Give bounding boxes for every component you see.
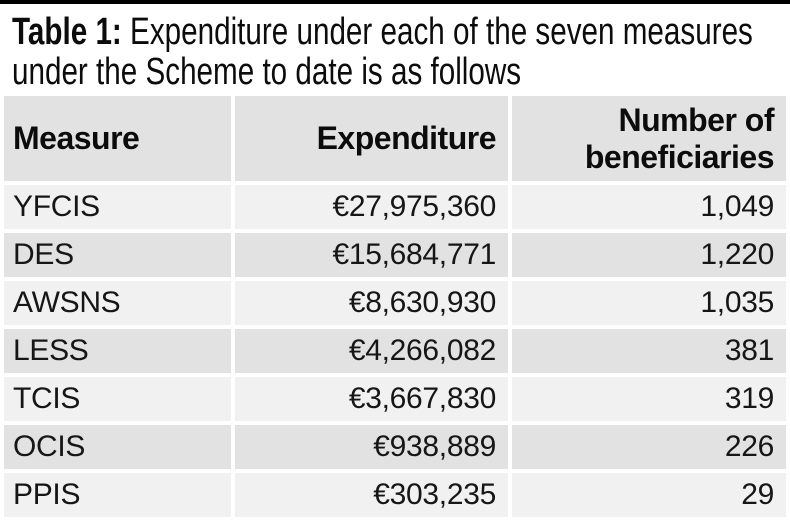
table-caption-prefix: Table 1: — [12, 11, 122, 53]
measure-cell: TCIS — [4, 377, 231, 421]
expenditure-cell: €8,630,930 — [235, 281, 508, 325]
expenditure-cell: €27,975,360 — [235, 185, 508, 229]
table-row: AWSNS €8,630,930 1,035 — [4, 281, 786, 325]
beneficiaries-cell: 319 — [512, 377, 786, 421]
measure-cell: OCIS — [4, 425, 231, 469]
expenditure-cell: €15,684,771 — [235, 233, 508, 277]
beneficiaries-cell: 1,035 — [512, 281, 786, 325]
column-header-beneficiaries: Number of beneficiaries — [512, 96, 786, 181]
table-row: TCIS €3,667,830 319 — [4, 377, 786, 421]
table-caption: Table 1: Expenditure under each of the s… — [12, 12, 780, 92]
beneficiaries-cell: 1,049 — [512, 185, 786, 229]
measure-cell: YFCIS — [4, 185, 231, 229]
column-header-measure: Measure — [4, 96, 231, 181]
table-row: DES €15,684,771 1,220 — [4, 233, 786, 277]
beneficiaries-cell: 381 — [512, 329, 786, 373]
table-row: OCIS €938,889 226 — [4, 425, 786, 469]
measure-cell: LESS — [4, 329, 231, 373]
table-row: YFCIS €27,975,360 1,049 — [4, 185, 786, 229]
measure-cell: AWSNS — [4, 281, 231, 325]
measure-cell: DES — [4, 233, 231, 277]
expenditure-cell: €303,235 — [235, 473, 508, 517]
beneficiaries-cell: 226 — [512, 425, 786, 469]
expenditure-table: Measure Expenditure Number of beneficiar… — [0, 92, 790, 521]
column-header-expenditure: Expenditure — [235, 96, 508, 181]
table-caption-text: Expenditure under each of the seven meas… — [12, 11, 753, 93]
table-row: LESS €4,266,082 381 — [4, 329, 786, 373]
measure-cell: PPIS — [4, 473, 231, 517]
expenditure-cell: €3,667,830 — [235, 377, 508, 421]
top-accent-bar — [0, 0, 790, 4]
expenditure-cell: €938,889 — [235, 425, 508, 469]
expenditure-cell: €4,266,082 — [235, 329, 508, 373]
beneficiaries-cell: 1,220 — [512, 233, 786, 277]
beneficiaries-cell: 29 — [512, 473, 786, 517]
table-row: PPIS €303,235 29 — [4, 473, 786, 517]
header-row: Measure Expenditure Number of beneficiar… — [4, 96, 786, 181]
